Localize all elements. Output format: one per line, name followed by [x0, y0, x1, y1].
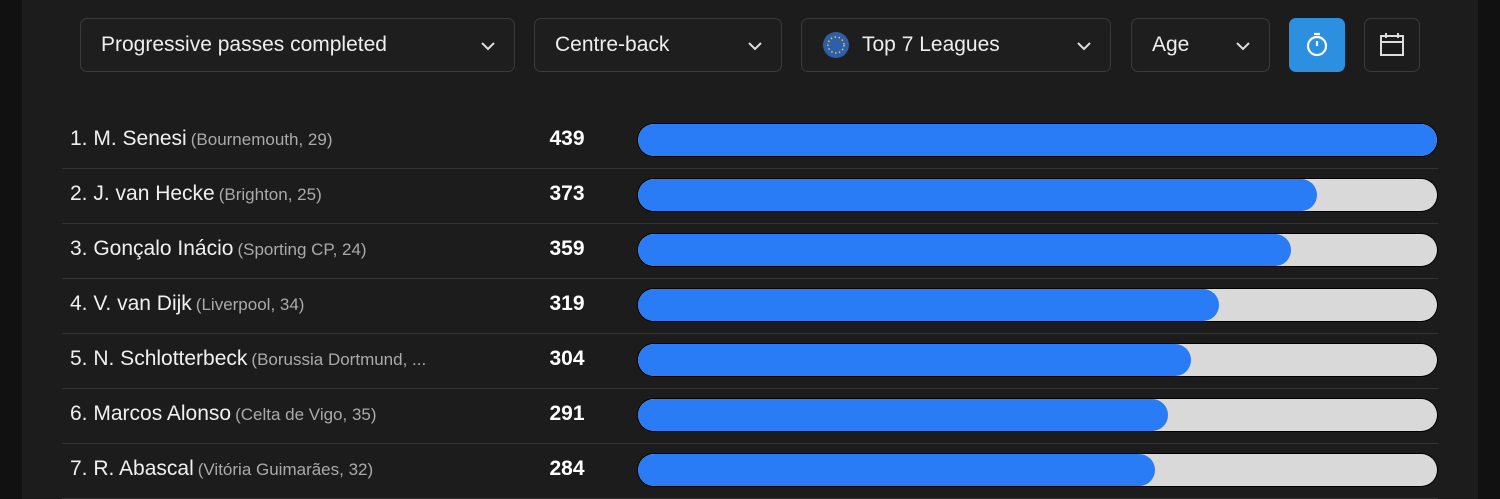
- timer-icon: [1306, 32, 1328, 57]
- ranking-row: 1. M. Senesi (Bournemouth, 29) 439: [62, 113, 1438, 169]
- player-detail: (Bournemouth, 29): [190, 130, 333, 149]
- chevron: [481, 42, 495, 51]
- bar: [638, 399, 1168, 431]
- ranking-row: 2. J. van Hecke (Brighton, 25) 373: [62, 168, 1438, 224]
- ranking-row: 5. N. Schlotterbeck (Borussia Dortmund, .…: [62, 333, 1438, 389]
- value-label: 439: [549, 127, 585, 150]
- value-label: 319: [549, 292, 585, 315]
- bar: [638, 454, 1155, 486]
- bar-track: [638, 399, 1437, 431]
- player-label: 7. R. Abascal: [70, 457, 194, 480]
- player-name: 4. V. van Dijk (Liverpool, 34): [70, 292, 304, 316]
- value-label: 284: [549, 457, 585, 480]
- chevron: [1077, 42, 1091, 51]
- player-label: 6. Marcos Alonso: [70, 402, 232, 425]
- bar: [638, 179, 1317, 211]
- bar-track: [638, 454, 1437, 486]
- timer-button[interactable]: [1289, 18, 1345, 72]
- metric-label: Progressive passes completed: [101, 33, 387, 56]
- value-label: 291: [549, 402, 585, 425]
- chevron: [1236, 42, 1250, 51]
- player-label: 4. V. van Dijk: [70, 292, 192, 315]
- ranking-row: 7. R. Abascal (Vitória Guimarães, 32) 284: [62, 443, 1438, 499]
- bar: [638, 124, 1437, 156]
- age-label: Age: [1152, 33, 1190, 56]
- bar: [638, 234, 1292, 266]
- value-label: 359: [549, 237, 585, 260]
- player-detail: (Sporting CP, 24): [237, 240, 367, 259]
- player-name: 5. N. Schlotterbeck (Borussia Dortmund, .…: [70, 347, 426, 371]
- value-label: 373: [549, 182, 585, 205]
- player-detail: (Borussia Dortmund, ...: [251, 350, 427, 369]
- player-name: 3. Gonçalo Inácio (Sporting CP, 24): [70, 237, 367, 261]
- player-label: 3. Gonçalo Inácio: [70, 237, 234, 260]
- player-detail: (Liverpool, 34): [195, 295, 305, 314]
- calendar-icon: [1380, 33, 1404, 56]
- chevron: [748, 42, 762, 51]
- bar-track: [638, 234, 1437, 266]
- player-label: 5. N. Schlotterbeck: [70, 347, 248, 370]
- position-select[interactable]: Centre-back: [534, 18, 782, 72]
- bar-track: [638, 344, 1437, 376]
- ranking-row: 4. V. van Dijk (Liverpool, 34) 319: [62, 278, 1438, 334]
- league-label: Top 7 Leagues: [862, 33, 1000, 56]
- player-label: 1. M. Senesi: [70, 127, 187, 150]
- player-label: 2. J. van Hecke: [70, 182, 215, 205]
- bar-track: [638, 179, 1437, 211]
- league-icon: [823, 32, 849, 58]
- ranking-row: 3. Gonçalo Inácio (Sporting CP, 24) 359: [62, 223, 1438, 279]
- player-name: 7. R. Abascal (Vitória Guimarães, 32): [70, 457, 373, 481]
- age-select[interactable]: Age: [1131, 18, 1270, 72]
- ranking-row: 6. Marcos Alonso (Celta de Vigo, 35) 291: [62, 388, 1438, 444]
- player-detail: (Celta de Vigo, 35): [235, 405, 377, 424]
- position-label: Centre-back: [555, 33, 670, 56]
- player-name: 6. Marcos Alonso (Celta de Vigo, 35): [70, 402, 377, 426]
- calendar-button[interactable]: [1364, 18, 1420, 72]
- player-name: 1. M. Senesi (Bournemouth, 29): [70, 127, 332, 151]
- player-detail: (Vitória Guimarães, 32): [197, 460, 374, 479]
- bar: [638, 289, 1219, 321]
- player-detail: (Brighton, 25): [218, 185, 322, 204]
- metric-select[interactable]: Progressive passes completed: [80, 18, 515, 72]
- bar: [638, 344, 1192, 376]
- bar-track: [638, 124, 1437, 156]
- panel: Progressive passes completed Centre-back…: [22, 0, 1478, 499]
- value-label: 304: [549, 347, 585, 370]
- player-name: 2. J. van Hecke (Brighton, 25): [70, 182, 322, 206]
- league-select[interactable]: Top 7 Leagues: [801, 18, 1111, 72]
- bar-track: [638, 289, 1437, 321]
